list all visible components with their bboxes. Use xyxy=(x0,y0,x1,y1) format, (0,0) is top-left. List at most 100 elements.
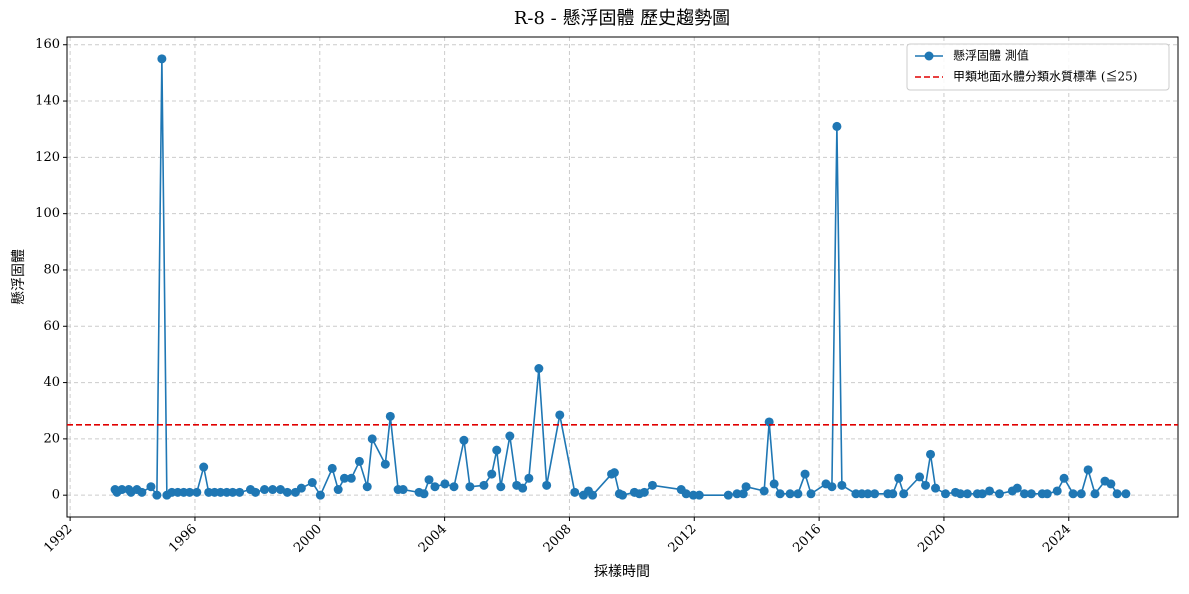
data-point xyxy=(185,487,195,497)
data-point xyxy=(1012,483,1022,493)
data-point xyxy=(888,489,898,499)
data-point xyxy=(354,456,364,466)
data-line xyxy=(114,58,1126,498)
y-tick-label: 40 xyxy=(43,375,60,390)
data-point xyxy=(152,490,162,500)
data-point xyxy=(759,486,769,496)
chart-title: R-8 - 懸浮固體 歷史趨勢圖 xyxy=(514,8,730,29)
data-point xyxy=(315,490,325,500)
data-point xyxy=(307,478,317,488)
data-point xyxy=(1068,489,1078,499)
y-tick-label: 20 xyxy=(43,431,60,446)
data-point xyxy=(785,489,795,499)
data-point xyxy=(1076,489,1086,499)
data-point xyxy=(837,480,847,490)
legend-label: 懸浮固體 測值 xyxy=(953,48,1029,63)
data-point xyxy=(346,473,356,483)
data-point xyxy=(609,468,619,478)
data-point xyxy=(492,445,502,455)
data-point xyxy=(440,479,450,489)
data-point xyxy=(1052,486,1062,496)
x-tick-label: 2012 xyxy=(666,522,700,556)
y-axis-label: 懸浮固體 xyxy=(11,249,27,305)
data-point xyxy=(832,121,842,131)
x-tick-label: 2020 xyxy=(915,522,949,556)
data-point xyxy=(505,431,515,441)
data-point xyxy=(235,487,245,497)
y-tick-label: 60 xyxy=(43,319,60,334)
data-point xyxy=(1042,489,1052,499)
data-point xyxy=(430,482,440,492)
data-point xyxy=(146,482,156,492)
data-point xyxy=(465,482,475,492)
data-point xyxy=(542,480,552,490)
data-point xyxy=(117,485,127,495)
data-point xyxy=(487,469,497,479)
data-point xyxy=(228,487,238,497)
data-point xyxy=(192,487,202,497)
data-point xyxy=(367,434,377,444)
x-tick-label: 2004 xyxy=(416,522,450,556)
data-point xyxy=(260,485,270,495)
data-point xyxy=(806,489,816,499)
data-point xyxy=(216,487,226,497)
plot-frame xyxy=(66,36,1179,518)
data-point xyxy=(863,489,873,499)
data-point xyxy=(800,469,810,479)
x-tick-label: 2000 xyxy=(291,522,325,556)
data-point xyxy=(977,489,987,499)
data-point xyxy=(769,479,779,489)
y-tick-label: 140 xyxy=(35,94,60,109)
data-point xyxy=(870,489,880,499)
data-point xyxy=(518,483,528,493)
data-point xyxy=(496,482,506,492)
data-point xyxy=(1106,479,1116,489)
data-point xyxy=(419,489,429,499)
data-point xyxy=(931,483,941,493)
x-tick-label: 2024 xyxy=(1040,522,1074,556)
data-point xyxy=(449,482,459,492)
x-axis-label: 採樣時間 xyxy=(594,563,650,580)
data-point xyxy=(137,487,147,497)
data-point xyxy=(962,489,972,499)
data-point xyxy=(588,490,598,500)
data-point xyxy=(380,459,390,469)
data-point xyxy=(793,489,803,499)
data-point xyxy=(534,363,544,373)
x-tick-label: 1996 xyxy=(166,522,200,556)
legend-label: 甲類地面水體分類水質標準 (≦25) xyxy=(953,69,1137,84)
data-point xyxy=(1090,489,1100,499)
data-point xyxy=(479,480,489,490)
data-point xyxy=(618,490,627,500)
data-point xyxy=(333,485,343,495)
data-point xyxy=(723,490,733,500)
data-point xyxy=(639,487,649,497)
y-tick-label: 80 xyxy=(43,262,60,277)
y-tick-label: 120 xyxy=(35,150,60,165)
data-point xyxy=(941,489,951,499)
data-point xyxy=(199,462,209,472)
data-point xyxy=(694,490,704,500)
data-point xyxy=(926,449,936,459)
data-point xyxy=(894,473,904,483)
data-point xyxy=(1026,489,1036,499)
data-point xyxy=(296,483,306,493)
data-point xyxy=(362,482,372,492)
data-point xyxy=(327,463,337,473)
data-point xyxy=(385,411,395,421)
data-point xyxy=(250,487,260,497)
data-point xyxy=(921,480,931,490)
data-point xyxy=(157,54,167,64)
data-point xyxy=(985,486,995,496)
data-point xyxy=(899,489,909,499)
data-point xyxy=(282,487,292,497)
data-point xyxy=(827,482,837,492)
x-tick-label: 2016 xyxy=(790,522,824,556)
data-point xyxy=(570,487,580,497)
data-point xyxy=(398,485,408,495)
data-point xyxy=(1059,473,1069,483)
data-point xyxy=(647,480,657,490)
data-point xyxy=(732,489,742,499)
data-point xyxy=(741,482,751,492)
